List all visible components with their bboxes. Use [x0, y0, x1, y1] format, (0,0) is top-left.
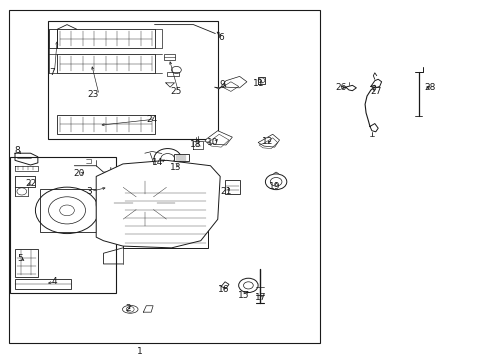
Text: 17: 17 [254, 293, 266, 302]
Bar [47, 21, 217, 139]
Bar [15, 279, 71, 289]
Bar [57, 115, 154, 134]
Text: 21: 21 [221, 187, 232, 196]
Text: 27: 27 [369, 87, 381, 96]
Text: 16: 16 [218, 285, 229, 294]
Polygon shape [214, 76, 246, 89]
Text: 26: 26 [334, 83, 346, 92]
Bar [174, 154, 188, 161]
Text: 14: 14 [152, 158, 163, 167]
Text: 6: 6 [218, 33, 224, 42]
Bar [57, 54, 154, 73]
Bar [224, 180, 239, 194]
Text: 2: 2 [125, 304, 130, 313]
Text: 22: 22 [25, 179, 36, 188]
Text: 7: 7 [49, 68, 55, 77]
Text: 23: 23 [87, 90, 98, 99]
Bar [10, 157, 116, 293]
Text: 25: 25 [170, 87, 182, 96]
Text: 12: 12 [262, 137, 273, 146]
Polygon shape [96, 160, 220, 248]
Text: 1: 1 [137, 347, 142, 356]
Text: 5: 5 [17, 254, 23, 263]
Text: 20: 20 [73, 169, 85, 178]
Text: 10: 10 [207, 138, 218, 147]
Bar [9, 10, 319, 342]
Text: 28: 28 [424, 83, 435, 92]
Text: 15: 15 [237, 291, 249, 300]
Text: 8: 8 [14, 146, 20, 155]
Text: 19: 19 [268, 181, 280, 190]
Polygon shape [204, 131, 232, 145]
Text: 3: 3 [86, 187, 92, 196]
Text: 9: 9 [219, 80, 225, 89]
Bar [164, 54, 175, 60]
Polygon shape [258, 134, 279, 147]
Bar [166, 72, 179, 76]
Bar [122, 182, 207, 248]
Text: 24: 24 [146, 115, 158, 124]
Text: 13: 13 [169, 163, 181, 172]
Bar [57, 29, 154, 48]
Text: 4: 4 [52, 277, 58, 286]
Bar [15, 249, 38, 277]
Bar [40, 189, 96, 232]
Text: 18: 18 [190, 140, 201, 149]
Text: 11: 11 [253, 79, 264, 88]
